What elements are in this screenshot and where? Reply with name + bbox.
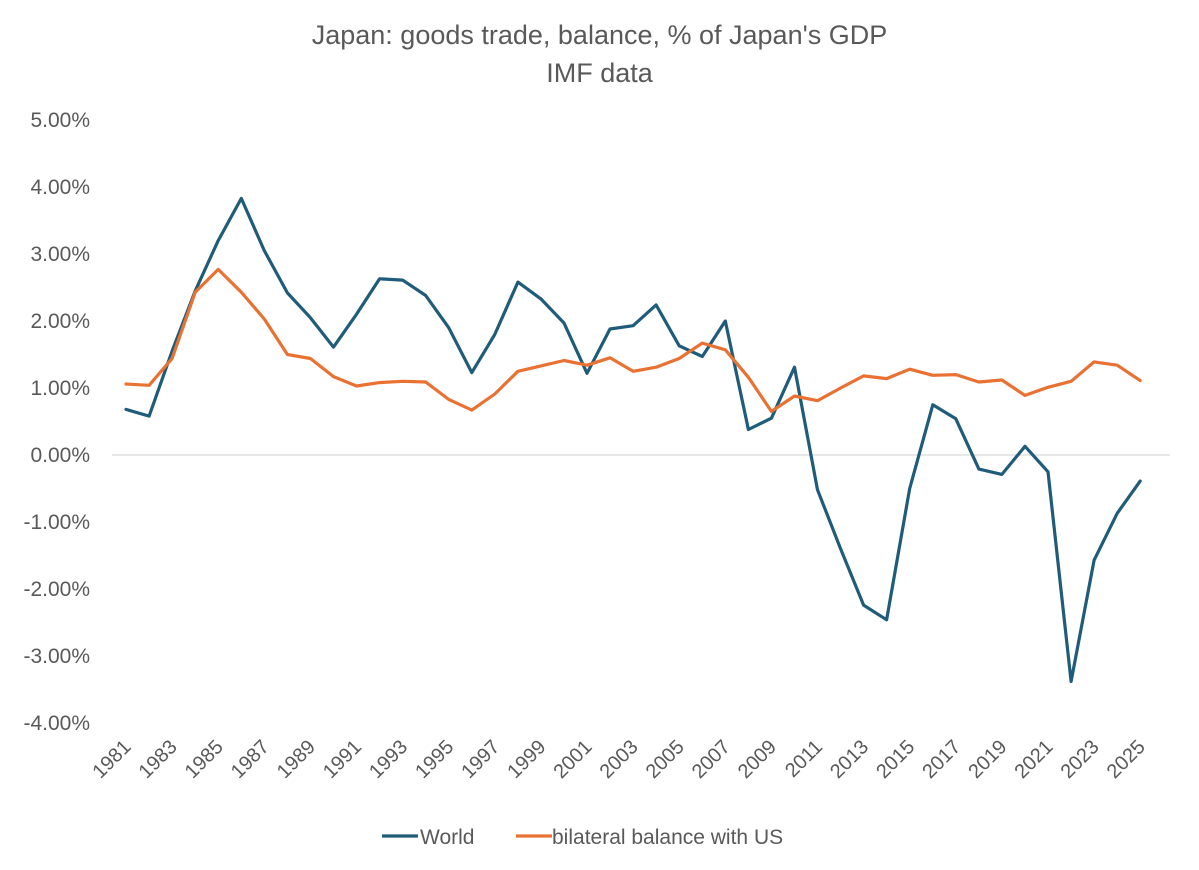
x-tick-label: 1993 [365, 736, 412, 783]
y-tick-label: 5.00% [30, 109, 90, 132]
x-tick-label: 2005 [642, 736, 689, 783]
y-tick-label: -4.00% [23, 712, 90, 735]
x-tick-label: 1981 [89, 736, 136, 783]
x-tick-label: 2003 [596, 736, 643, 783]
x-tick-label: 1991 [319, 736, 366, 783]
x-tick-label: 2025 [1103, 736, 1150, 783]
x-tick-label: 2021 [1011, 736, 1058, 783]
x-tick-label: 2011 [781, 736, 827, 782]
x-tick-label: 2001 [550, 736, 597, 783]
x-tick-label: 1987 [227, 736, 274, 783]
legend-label: bilateral balance with US [552, 826, 783, 849]
y-tick-label: 3.00% [30, 243, 90, 266]
x-tick-label: 1989 [273, 736, 320, 783]
series-lines [124, 196, 1142, 684]
x-tick-label: 1985 [181, 736, 228, 783]
y-tick-label: 2.00% [30, 310, 90, 333]
x-tick-label: 2009 [734, 736, 781, 783]
chart-subtitle: IMF data [546, 58, 653, 88]
legend: World bilateral balance with US [382, 826, 783, 849]
y-tick-label: -3.00% [23, 645, 90, 668]
y-tick-label: -2.00% [23, 578, 90, 601]
series-line-world [124, 196, 1142, 684]
x-tick-label: 1999 [503, 736, 550, 783]
series-line-us-bilateral [124, 267, 1142, 413]
x-tick-label: 1995 [411, 736, 458, 783]
x-tick-label: 2019 [964, 736, 1011, 783]
y-tick-label: 0.00% [30, 444, 90, 467]
x-tick-label: 2007 [688, 736, 735, 783]
y-tick-label: 4.00% [30, 176, 90, 199]
x-tick-label: 2023 [1057, 736, 1104, 783]
x-axis-tick-labels: 1981 1983 1985 1987 1989 1991 1993 1995 1997 1999… [89, 736, 1150, 783]
y-tick-label: -1.00% [23, 511, 90, 534]
x-tick-label: 1997 [457, 736, 504, 783]
x-tick-label: 2013 [826, 736, 873, 783]
legend-label: World [420, 826, 474, 849]
x-tick-label: 2017 [918, 736, 965, 783]
y-axis-tick-labels: 5.00% 4.00% 3.00% 2.00% 1.00% 0.00% -1.00% -2.0… [23, 109, 90, 735]
x-tick-label: 1983 [135, 736, 182, 783]
x-tick-label: 2015 [872, 736, 919, 783]
chart-title: Japan: goods trade, balance, % of Japan'… [311, 20, 888, 50]
y-tick-label: 1.00% [30, 377, 90, 400]
